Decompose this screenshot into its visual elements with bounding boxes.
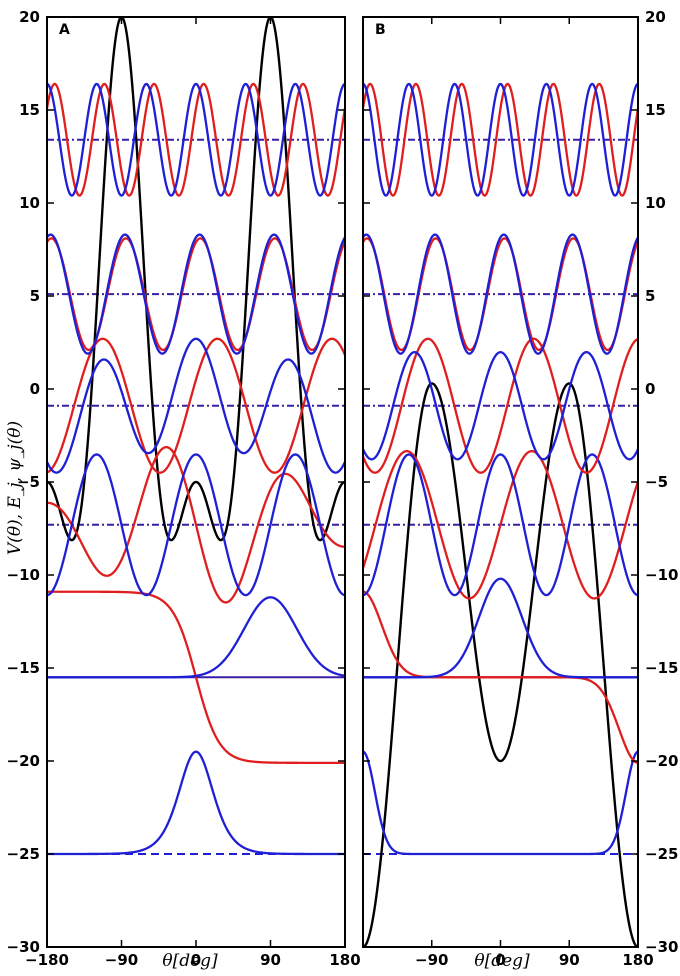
y-tick-label: 20 [645, 8, 666, 26]
wavefunction-curve [363, 449, 638, 600]
axes-frame [362, 16, 639, 948]
plot-area [47, 17, 345, 856]
wavefunction-curve [363, 233, 638, 355]
x-tick-label: −90 [415, 951, 448, 969]
wavefunction-curve [47, 750, 345, 856]
y-axis-label: V(θ), E_j, ψ_j(θ) [5, 421, 25, 555]
wavefunction-curve [363, 82, 638, 197]
y-tick-label: −30 [645, 938, 678, 956]
y-tick-label: 5 [645, 287, 655, 305]
y-tick-label: −25 [7, 845, 40, 863]
x-tick-label: 0 [495, 951, 505, 969]
wavefunction-curve [363, 577, 638, 679]
y-tick-label: −15 [7, 659, 40, 677]
panel-label: A [59, 22, 70, 38]
wavefunction-curve [47, 337, 345, 474]
wavefunction-curve [47, 445, 345, 604]
wavefunction-curve [47, 82, 345, 197]
wavefunction-curve [47, 590, 345, 765]
y-tick-label: 0 [645, 380, 655, 398]
x-tick-label: 90 [559, 951, 580, 969]
wavefunction-curve [47, 82, 345, 197]
y-tick-label: −5 [17, 473, 40, 491]
wavefunction-curve [363, 750, 638, 856]
x-axis-label-b: θ[deg] [474, 951, 530, 971]
wavefunction-curve [47, 233, 345, 355]
x-tick-label: −90 [105, 951, 138, 969]
wavefunction-curve [47, 596, 345, 679]
y-tick-label: −5 [645, 473, 668, 491]
wavefunction-curve [363, 82, 638, 197]
x-tick-label: 180 [329, 951, 360, 969]
y-tick-label: −20 [7, 752, 40, 770]
potential-curve [363, 382, 638, 947]
wavefunction-curve [47, 337, 345, 474]
x-tick-label: −180 [25, 951, 69, 969]
wavefunction-curve [363, 453, 638, 597]
panel-b: −30 −25 −20 −15 −10 −5 0 5 10 15 20 −90 0 90 180 B [362, 8, 678, 969]
y-tick-label: 20 [19, 8, 40, 26]
panel-a: −30 −25 −20 −15 −10 −5 0 5 10 15 20 −180 −90 0 90 180 A [7, 8, 361, 969]
x-axis-label-a: θ[deg] [162, 951, 218, 971]
wavefunction-curve [47, 453, 345, 597]
y-tick-label: 0 [30, 380, 40, 398]
x-tick-label: 90 [260, 951, 281, 969]
y-tick-label: −25 [645, 845, 678, 863]
y-tick-label: 15 [645, 101, 666, 119]
wavefunction-curve [363, 590, 638, 765]
wavefunction-curve [363, 351, 638, 461]
x-tick-label: 0 [191, 951, 201, 969]
wavefunction-curve [363, 337, 638, 474]
y-tick-label: 10 [645, 194, 666, 212]
y-tick-label: 15 [19, 101, 40, 119]
plot-area [363, 82, 638, 947]
panel-label: B [375, 22, 386, 38]
y-tick-label: −10 [7, 566, 40, 584]
y-tick-label: 10 [19, 194, 40, 212]
y-tick-label: 5 [30, 287, 40, 305]
y-tick-label: −30 [7, 938, 40, 956]
y-tick-label: −10 [645, 566, 678, 584]
y-tick-label: −20 [645, 752, 678, 770]
x-tick-label: 180 [622, 951, 653, 969]
y-tick-label: −15 [645, 659, 678, 677]
